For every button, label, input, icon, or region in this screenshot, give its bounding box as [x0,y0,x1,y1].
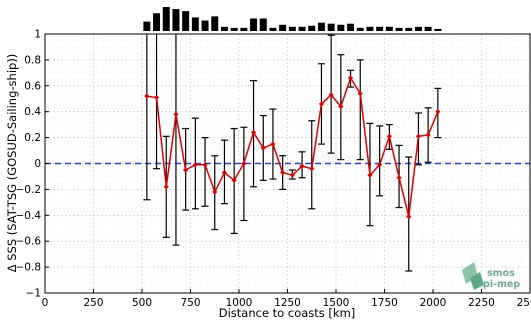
histogram-bar [337,24,345,31]
x-tick-label: 500 [132,297,152,309]
histogram-bar [220,26,228,31]
histogram-bar [143,21,151,31]
data-point [144,93,150,99]
histogram-bar [327,23,335,31]
data-point [241,160,247,167]
x-tick-label: 750 [180,297,200,309]
histogram-bar [288,26,296,31]
histogram-bar [201,20,209,31]
data-point [367,172,373,178]
x-tick-label: 2250 [468,297,495,309]
data-point [153,94,160,101]
data-point [250,129,257,136]
y-tick-label: 0.2 [24,132,41,144]
x-tick-label: 2500 [517,297,531,309]
histogram-bar [240,27,248,31]
histogram-bar [366,26,374,31]
histogram-bar [385,26,393,31]
x-tick-label: 1000 [226,297,253,309]
data-point [309,166,315,172]
data-point [406,213,412,220]
histogram-bar [279,24,287,31]
y-tick-label: 1 [34,29,41,41]
data-point [328,92,334,98]
histogram-bar [269,27,277,31]
histogram-bar [182,11,190,32]
data-point [347,75,354,81]
data-point [183,167,189,173]
y-tick-label: 0.8 [24,54,41,66]
logo-text-pimep: pi-mep [483,279,520,290]
histogram-bar [347,23,355,31]
data-point [415,133,422,139]
x-tick-label: 1750 [371,297,398,309]
data-point [202,162,208,168]
x-tick-label: 2000 [420,297,447,309]
y-axis: −1 −0.8 −0.6 −0.4 −0.2 0 0.2 0.4 0.6 0.8 1 [16,29,49,300]
data-point [377,162,383,168]
y-axis-label: Δ SSS (SAT-TSG (GOSUD-Sailing-ship)) [5,54,19,273]
histogram-bar [317,22,325,31]
histogram-bar [405,27,413,31]
histogram-bar [250,18,258,31]
data-point [357,90,363,97]
histogram-bar [259,18,267,31]
data-point [386,133,392,139]
data-point [260,145,266,151]
histogram-bar [153,13,161,32]
data-point [231,177,237,183]
data-point [280,169,286,176]
data-point [299,163,305,169]
data-point [435,109,441,115]
histogram [143,7,442,32]
x-tick-label: 1500 [323,297,350,309]
histogram-bar [172,9,180,31]
histogram-bar [434,28,442,31]
data-point [338,103,344,110]
smos-pimep-logo: smos pi-mep [462,262,520,290]
x-tick-label: 250 [83,297,103,309]
histogram-bar [414,26,422,31]
histogram-bar [356,27,364,31]
histogram-bar [395,27,403,31]
data-point [212,189,218,195]
data-point [396,175,402,181]
histogram-bar [162,7,170,31]
y-tick-label: −0.2 [16,184,42,196]
data-point [173,111,179,117]
histogram-bar [308,25,316,31]
data-point [318,101,325,107]
data-point [289,172,295,178]
data-point [270,141,276,147]
y-tick-label: 0 [34,158,41,170]
y-tick-label: 0.6 [24,80,41,92]
data-point [192,162,198,168]
data-point [425,132,431,138]
logo-text-smos: smos [487,268,515,279]
histogram-bar [424,26,432,31]
y-tick-label: −1 [26,288,41,300]
x-tick-label: 0 [42,297,49,309]
histogram-bar [376,26,384,31]
histogram-bar [298,26,306,31]
y-tick-label: −0.8 [16,262,42,274]
y-tick-label: −0.4 [16,210,42,222]
data-point [163,184,169,190]
y-tick-label: −0.6 [16,236,42,248]
x-tick-label: 1250 [274,297,301,309]
histogram-bar [230,27,238,31]
logo-leaf-icon-2 [470,272,484,290]
y-tick-label: 0.4 [24,106,41,118]
data-point [221,169,228,176]
histogram-bar [191,17,199,31]
x-axis: 0 250 500 750 1000 1250 1500 1750 2000 2250 2500 [42,289,531,309]
x-axis-label: Distance to coasts [km] [219,306,356,320]
histogram-bar [211,16,219,31]
series-line [144,75,441,220]
